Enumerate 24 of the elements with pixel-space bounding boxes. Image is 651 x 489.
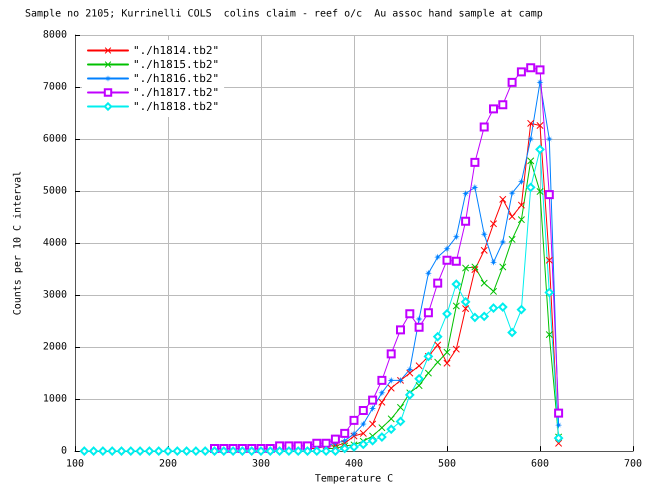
- y-tick-label: 8000: [42, 30, 67, 40]
- x-tick-label: 200: [158, 458, 178, 470]
- x-tick-label: 400: [344, 458, 364, 470]
- y-tick-label: 2000: [42, 342, 67, 353]
- y-tick-label: 3000: [42, 290, 67, 301]
- x-axis-title: Temperature C: [314, 474, 394, 484]
- x-tick-label: 100: [66, 458, 84, 470]
- y-tick-label: 5000: [42, 186, 67, 197]
- y-axis-title: Counts per 10 C interval: [12, 170, 24, 316]
- y-tick-label: 6000: [42, 134, 67, 145]
- legend-label: "./h1815.tb2": [133, 58, 220, 71]
- x-tick-label: 600: [530, 458, 550, 470]
- y-tick-label: 4000: [42, 238, 67, 249]
- legend-label: "./h1818.tb2": [133, 100, 220, 113]
- y-tick-label: 0: [60, 446, 67, 457]
- x-tick-label: 500: [438, 458, 456, 470]
- x-tick-label: 700: [624, 458, 642, 470]
- chart-title: Sample no 2105; Kurrinelli COLS colins claim - reef o/c Au assoc hand sample at camp: [25, 8, 543, 20]
- legend-label: "./h1816.tb2": [133, 72, 220, 85]
- y-tick-label: 7000: [42, 82, 67, 93]
- y-tick-label: 1000: [42, 394, 67, 405]
- legend-label: "./h1817.tb2": [133, 86, 220, 99]
- x-tick-label: 300: [252, 458, 270, 470]
- legend-label: "./h1814.tb2": [133, 44, 220, 57]
